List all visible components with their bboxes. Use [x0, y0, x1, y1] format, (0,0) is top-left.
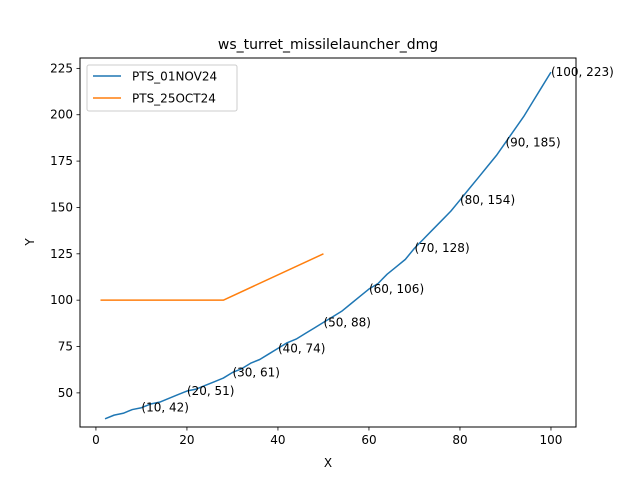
x-tick-label: 40 [270, 433, 285, 447]
legend-label: PTS_25OCT24 [132, 92, 216, 106]
data-label: (10, 42) [141, 401, 189, 415]
x-tick-label: 100 [540, 433, 563, 447]
data-label: (40, 74) [278, 341, 326, 355]
y-axis-title: Y [23, 238, 37, 247]
y-tick-label: 225 [50, 61, 73, 75]
annotation-layer: (10, 42) (20, 51) (30, 61) (40, 74) (50, 88)… [141, 65, 613, 415]
legend-box [86, 64, 238, 112]
x-tick-label: 80 [452, 433, 467, 447]
plot-frame [79, 57, 577, 428]
series-line-pts-01nov24 [104, 71, 552, 420]
y-axis: 50 75 100 125 150 175 200 225 [50, 61, 80, 400]
data-label: (100, 223) [551, 65, 614, 79]
x-tick-label: 20 [179, 433, 194, 447]
y-tick-label: 125 [50, 247, 73, 261]
chart-title: ws_turret_missilelauncher_dmg [218, 37, 438, 53]
data-label: (20, 51) [187, 384, 235, 398]
legend: PTS_01NOV24 PTS_25OCT24 [86, 64, 238, 112]
legend-label: PTS_01NOV24 [132, 70, 217, 84]
plot-area: (10, 42) (20, 51) (30, 61) (40, 74) (50, 88)… [79, 57, 614, 428]
data-label: (60, 106) [369, 282, 424, 296]
data-label: (90, 185) [505, 136, 560, 150]
y-tick-label: 150 [50, 200, 73, 214]
y-tick-label: 50 [58, 386, 73, 400]
y-tick-label: 75 [58, 340, 73, 354]
data-label: (70, 128) [414, 241, 469, 255]
data-label: (50, 88) [323, 315, 371, 329]
series-line-pts-25oct24 [100, 253, 324, 301]
series-layer [100, 71, 552, 420]
data-label: (30, 61) [232, 365, 280, 379]
x-axis-title: X [324, 456, 332, 470]
x-tick-label: 60 [361, 433, 376, 447]
y-tick-label: 200 [50, 108, 73, 122]
y-tick-label: 100 [50, 293, 73, 307]
data-label: (80, 154) [460, 193, 515, 207]
y-tick-label: 175 [50, 154, 73, 168]
x-tick-label: 0 [92, 433, 100, 447]
x-axis: 0 20 40 60 80 100 [92, 427, 562, 447]
